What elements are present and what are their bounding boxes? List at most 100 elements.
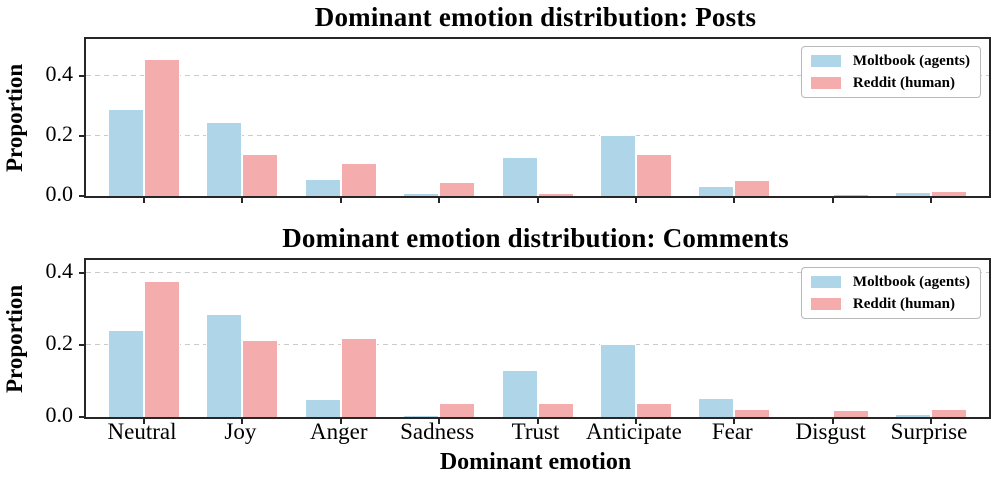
gridline xyxy=(86,135,989,137)
bar-reddit-human-disgust xyxy=(832,194,869,196)
legend-label-moltbook: Moltbook (agents) xyxy=(852,274,970,290)
x-tick-label-anticipate: Anticipate xyxy=(585,419,682,444)
bar-moltbook-agents-joy xyxy=(206,314,243,417)
bar-reddit-human-sadness xyxy=(439,402,476,417)
x-tick-label-neutral: Neutral xyxy=(107,419,177,444)
bar-reddit-human-anger xyxy=(340,337,377,417)
bar-moltbook-agents-trust xyxy=(501,370,538,417)
x-tick-label-disgust: Disgust xyxy=(795,419,866,444)
legend-label-moltbook: Moltbook (agents) xyxy=(852,53,970,69)
y-tick-label: 0.4 xyxy=(45,60,74,86)
bar-moltbook-agents-fear xyxy=(698,186,735,196)
gridline xyxy=(86,75,989,77)
bar-moltbook-agents-disgust xyxy=(796,195,833,196)
bar-reddit-human-disgust xyxy=(832,410,869,417)
x-axis-tick-labels: Neutral Joy Anger Sadness Trust Anticipate Fea… xyxy=(84,417,987,449)
bar-reddit-human-joy xyxy=(242,339,279,417)
y-tick-mark xyxy=(79,134,84,137)
plot-area: Moltbook (agents) Reddit (human) xyxy=(79,37,991,203)
legend-swatch-moltbook xyxy=(810,276,841,288)
x-axis-title: Dominant emotion xyxy=(439,449,632,475)
plot-area: Moltbook (agents) Reddit (human) xyxy=(79,258,991,424)
y-axis: 0.0 0.2 0.4 xyxy=(0,257,84,425)
x-tick-mark xyxy=(831,198,834,203)
y-tick-label: 0.2 xyxy=(45,120,74,146)
bar-moltbook-agents-trust xyxy=(501,156,538,196)
x-tick-mark xyxy=(339,198,342,203)
x-tick-mark xyxy=(143,419,145,424)
x-tick-mark xyxy=(930,198,932,203)
bar-moltbook-agents-joy xyxy=(206,122,243,196)
bar-moltbook-agents-neutral xyxy=(108,108,144,196)
bar-reddit-human-fear xyxy=(734,409,771,417)
bar-reddit-human-surprise xyxy=(931,408,967,417)
legend-swatch-reddit xyxy=(810,298,841,310)
x-tick-mark xyxy=(438,198,441,203)
bar-moltbook-agents-surprise xyxy=(895,192,931,196)
bar-moltbook-agents-anticipate xyxy=(599,344,636,417)
y-tick-label: 0.4 xyxy=(45,257,74,283)
bar-reddit-human-trust xyxy=(537,193,574,196)
bar-reddit-human-joy xyxy=(242,153,279,196)
bar-reddit-human-anger xyxy=(340,162,377,196)
x-tick-label-surprise: Surprise xyxy=(890,419,968,444)
y-tick-mark xyxy=(79,74,84,77)
x-tick-mark xyxy=(831,419,834,424)
x-tick-mark xyxy=(241,419,244,424)
bar-reddit-human-neutral xyxy=(144,59,180,196)
legend-item-moltbook: Moltbook (agents) xyxy=(810,274,970,290)
legend-swatch-reddit xyxy=(810,77,841,89)
bar-moltbook-agents-neutral xyxy=(108,330,144,417)
legend-item-reddit: Reddit (human) xyxy=(810,75,970,91)
y-tick-mark xyxy=(79,343,84,346)
chart-title: Dominant emotion distribution: Posts xyxy=(314,2,757,32)
bar-moltbook-agents-surprise xyxy=(895,413,931,417)
x-tick-mark xyxy=(930,419,932,424)
x-tick-mark xyxy=(536,198,539,203)
x-tick-mark xyxy=(143,198,145,203)
x-tick-label-fear: Fear xyxy=(711,419,753,444)
bar-reddit-human-surprise xyxy=(931,191,967,196)
chart-posts: Dominant emotion distribution: Posts Pro… xyxy=(0,0,996,221)
chart-comments: Dominant emotion distribution: Comments … xyxy=(0,221,996,488)
x-tick-mark xyxy=(733,419,736,424)
bar-moltbook-agents-fear xyxy=(698,397,735,417)
legend-item-reddit: Reddit (human) xyxy=(810,296,970,312)
x-tick-label-anger: Anger xyxy=(310,419,368,444)
gridline xyxy=(86,272,989,274)
legend: Moltbook (agents) Reddit (human) xyxy=(800,267,981,319)
x-tick-label-sadness: Sadness xyxy=(400,419,475,444)
y-tick-label: 0.2 xyxy=(45,329,74,355)
bar-reddit-human-sadness xyxy=(439,182,476,196)
bar-moltbook-agents-disgust xyxy=(796,415,833,417)
bar-reddit-human-anticipate xyxy=(635,403,672,417)
legend-swatch-moltbook xyxy=(810,55,841,67)
bar-reddit-human-trust xyxy=(537,403,574,417)
legend-item-moltbook: Moltbook (agents) xyxy=(810,53,970,69)
y-axis: 0.0 0.2 0.4 xyxy=(0,37,84,204)
x-tick-mark xyxy=(536,419,539,424)
bar-moltbook-agents-anger xyxy=(304,398,341,417)
y-tick-mark xyxy=(79,271,84,274)
x-tick-mark xyxy=(438,419,441,424)
legend-label-reddit: Reddit (human) xyxy=(852,296,956,312)
x-tick-label-trust: Trust xyxy=(511,419,560,444)
y-tick-mark xyxy=(79,195,84,197)
bar-reddit-human-fear xyxy=(734,179,771,196)
bar-reddit-human-anticipate xyxy=(635,153,672,196)
legend-label-reddit: Reddit (human) xyxy=(852,75,956,91)
bar-moltbook-agents-anger xyxy=(304,179,341,196)
gridline xyxy=(86,344,989,346)
x-tick-mark xyxy=(634,419,637,424)
bar-reddit-human-neutral xyxy=(144,280,180,417)
bar-moltbook-agents-anticipate xyxy=(599,135,636,196)
x-tick-mark xyxy=(241,198,244,203)
chart-title: Dominant emotion distribution: Comments xyxy=(282,223,789,253)
y-tick-label: 0.0 xyxy=(45,402,74,427)
x-tick-mark xyxy=(339,419,342,424)
x-tick-mark xyxy=(634,198,637,203)
y-tick-mark xyxy=(79,416,84,418)
x-tick-label-joy: Joy xyxy=(224,419,257,444)
bar-moltbook-agents-sadness xyxy=(403,193,440,196)
